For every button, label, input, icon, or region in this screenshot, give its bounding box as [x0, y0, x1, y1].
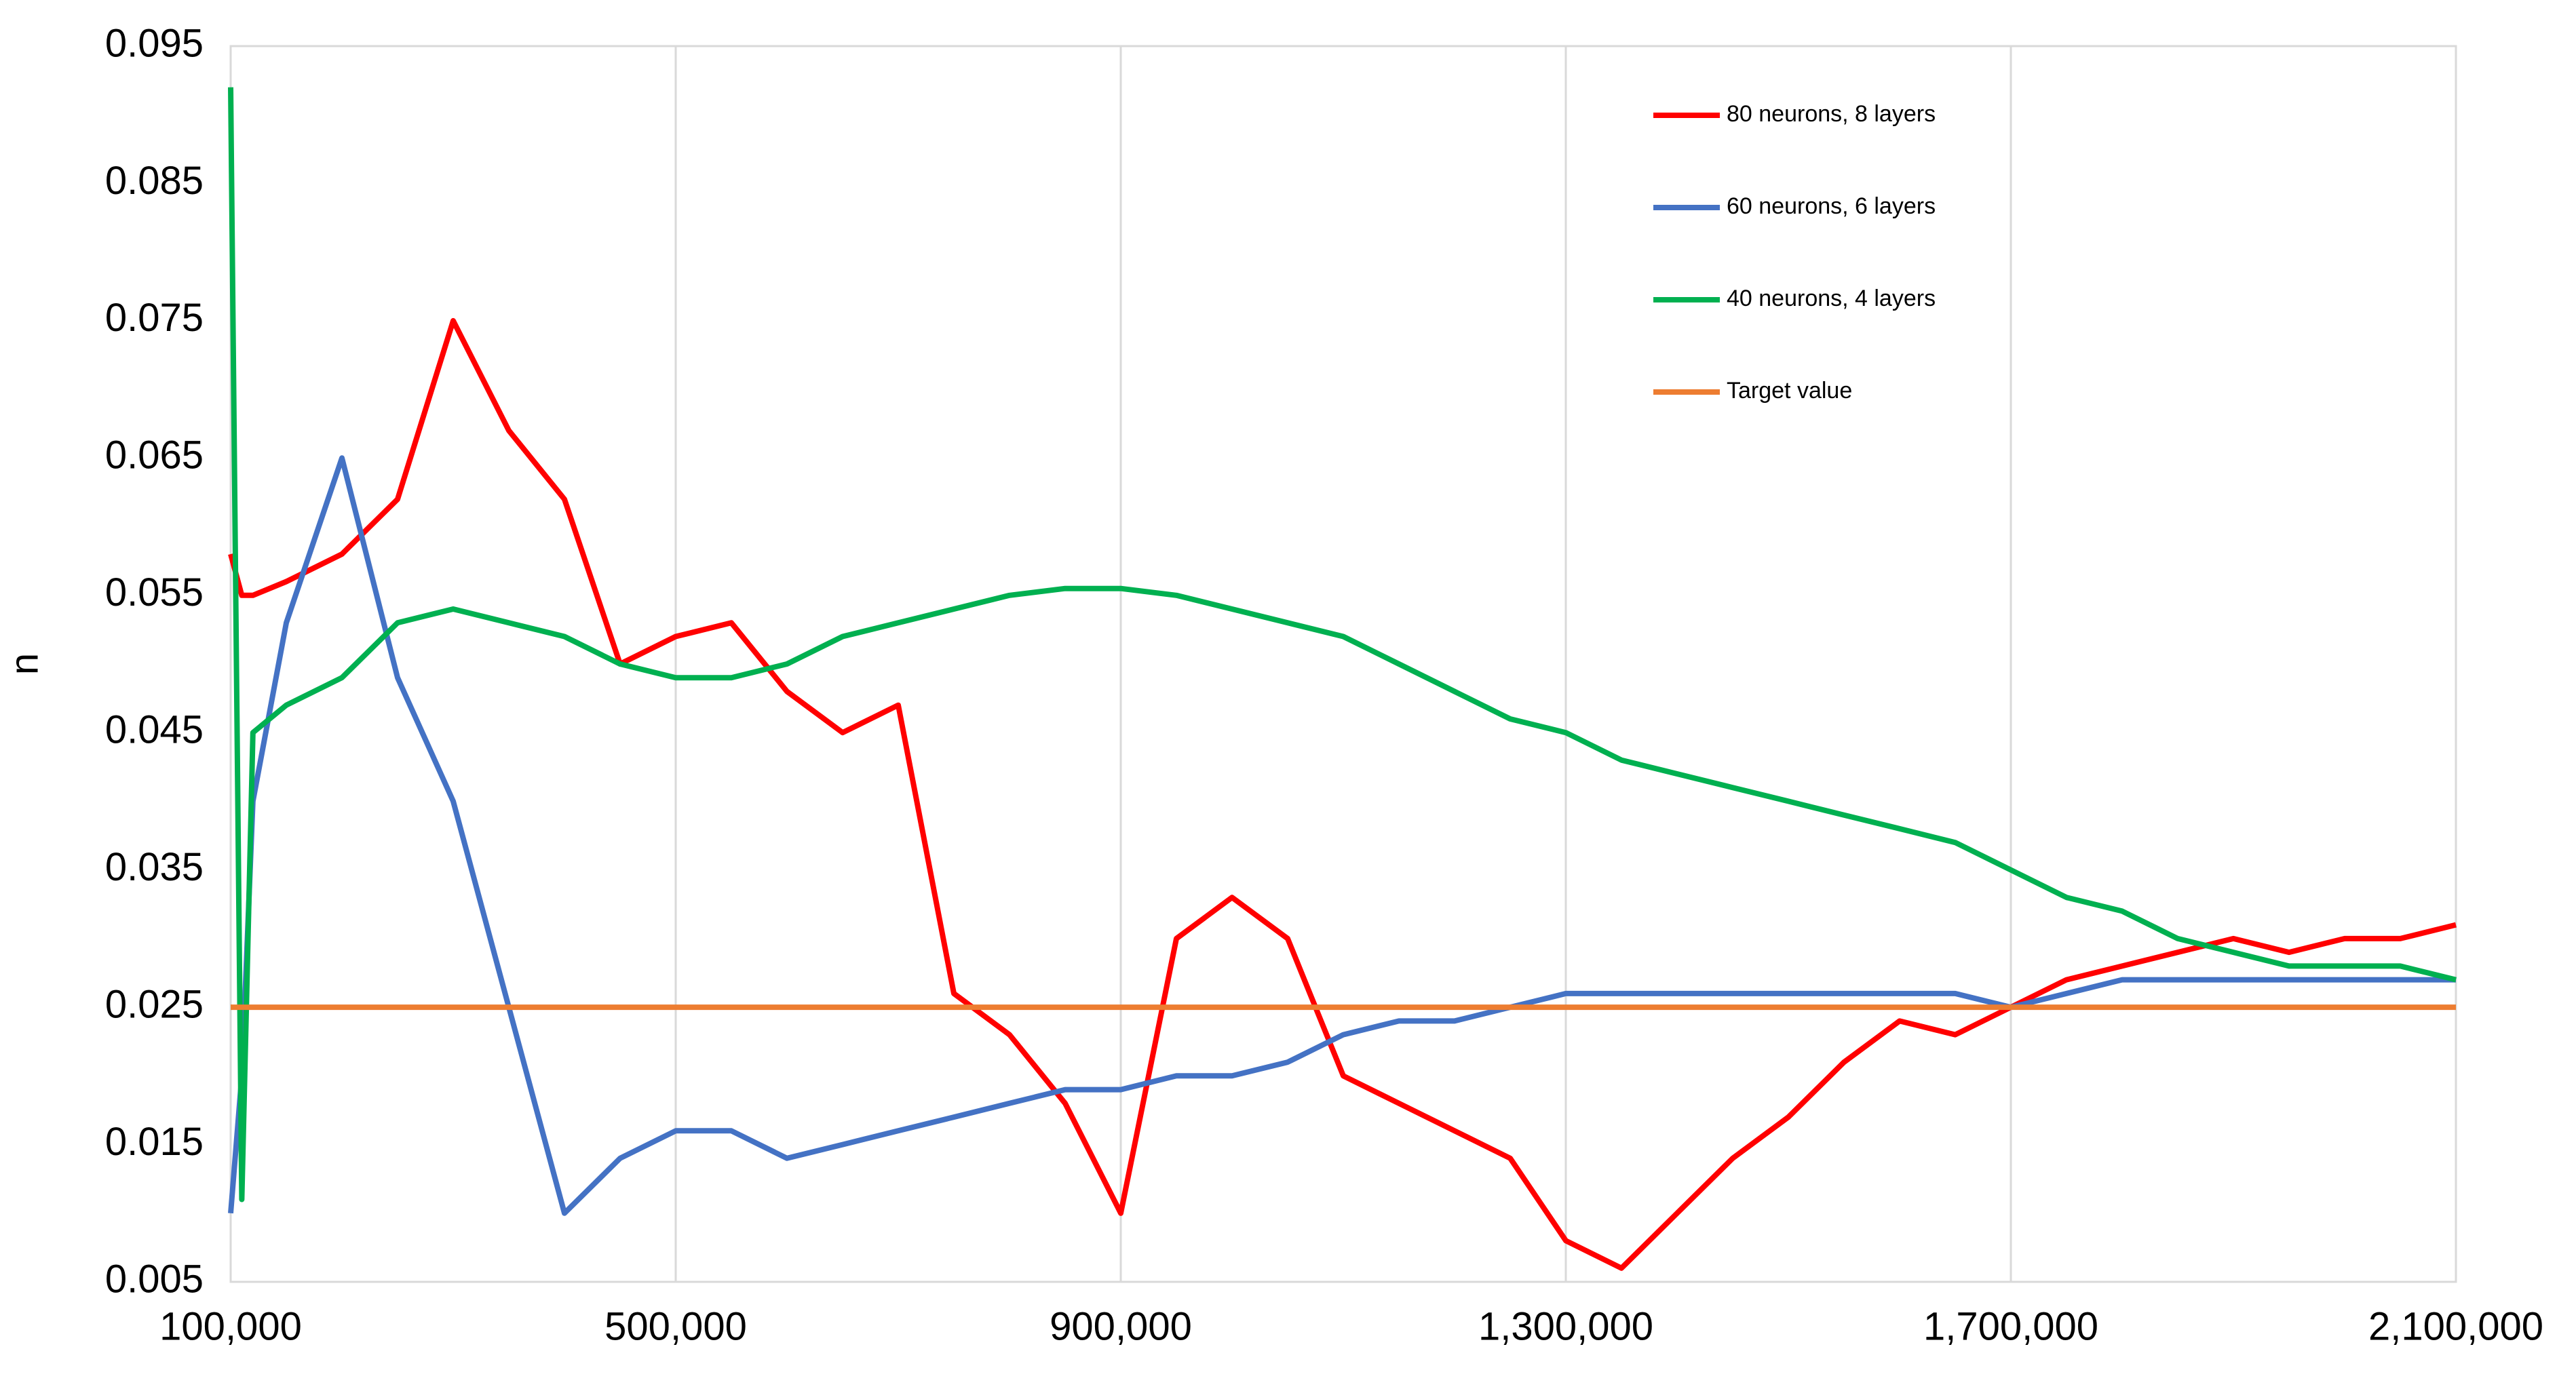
y-axis-label: n	[2, 653, 46, 675]
legend-label: Target value	[1727, 378, 1852, 404]
plot-frame	[229, 45, 2457, 1283]
y-tick-label: 0.095	[105, 21, 204, 65]
y-tick-label: 0.015	[105, 1120, 204, 1164]
legend-label: 60 neurons, 6 layers	[1727, 193, 1936, 219]
y-tick-label: 0.065	[105, 433, 204, 477]
x-tick-label: 500,000	[604, 1304, 747, 1348]
x-tick-label: 1,700,000	[1923, 1304, 2098, 1348]
legend-label: 40 neurons, 4 layers	[1727, 286, 1936, 311]
x-tick-label: 100,000	[159, 1304, 302, 1348]
y-tick-label: 0.085	[105, 159, 204, 203]
x-tick-label: 1,300,000	[1478, 1304, 1653, 1348]
series-line	[228, 87, 2457, 1202]
legend-label: 80 neurons, 8 layers	[1727, 101, 1936, 127]
y-tick-label: 0.075	[105, 296, 204, 340]
y-tick-label: 0.025	[105, 982, 204, 1026]
y-tick-label: 0.035	[105, 845, 204, 889]
x-tick-label: 2,100,000	[2368, 1304, 2543, 1348]
y-tick-label: 0.055	[105, 570, 204, 614]
x-tick-label: 900,000	[1050, 1304, 1192, 1348]
y-tick-label: 0.005	[105, 1257, 204, 1301]
y-tick-label: 0.045	[105, 708, 204, 752]
series-line	[228, 317, 2457, 1271]
